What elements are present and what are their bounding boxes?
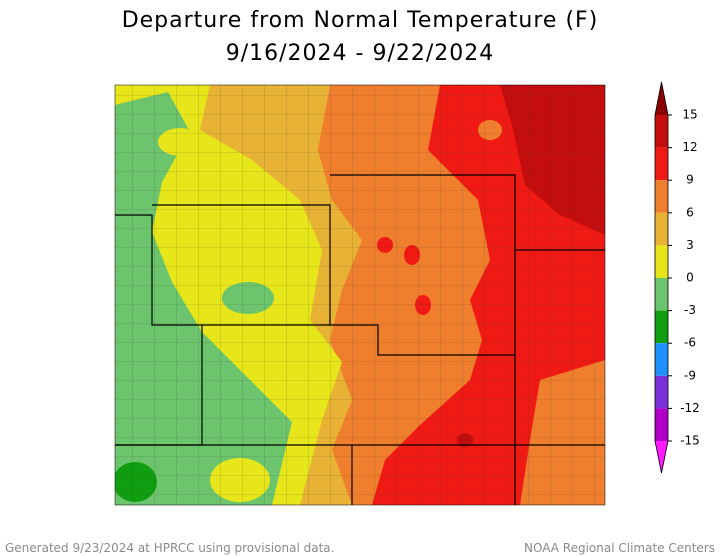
colorbar-segment: [655, 245, 668, 278]
colorbar-label: -15: [680, 434, 700, 448]
county-lines: [115, 85, 605, 505]
colorbar-tip: [655, 82, 668, 115]
colorbar-label: 9: [686, 173, 694, 187]
colorbar-segment: [655, 115, 668, 148]
colorbar-segment: [655, 212, 668, 246]
colorbar-segment: [655, 278, 668, 311]
map: [115, 85, 605, 505]
colorbar-label: 6: [686, 205, 694, 219]
footer-left: Generated 9/23/2024 at HPRCC using provi…: [5, 541, 334, 555]
state-borders: [115, 174, 605, 505]
colorbar-label: -6: [684, 336, 696, 350]
colorbar-label: -12: [680, 401, 700, 415]
colorbar: 15 12 9 6 3 0 -3 -6 -9 -12 -15: [654, 81, 700, 474]
colorbar-segment: [655, 147, 668, 181]
colorbar-segment: [655, 375, 668, 409]
title-line: 9/16/2024 - 9/22/2024: [226, 41, 495, 66]
colorbar-label: 3: [686, 238, 694, 252]
colorbar-segment: [655, 180, 668, 213]
colorbar-label: -3: [684, 303, 696, 317]
colorbar-segment: [655, 343, 668, 376]
colorbar-label: 12: [682, 140, 697, 154]
colorbar-label: 15: [682, 108, 697, 122]
colorbar-segment: [655, 408, 668, 441]
title-line: Departure from Normal Temperature (F): [122, 8, 599, 33]
colorbar-label: -9: [684, 368, 696, 382]
colorbar-tip: [655, 441, 668, 473]
colorbar-label: 0: [686, 271, 694, 285]
colorbar-segment: [655, 310, 668, 344]
footer-right: NOAA Regional Climate Centers: [524, 541, 715, 555]
map-frame: [114, 84, 606, 506]
